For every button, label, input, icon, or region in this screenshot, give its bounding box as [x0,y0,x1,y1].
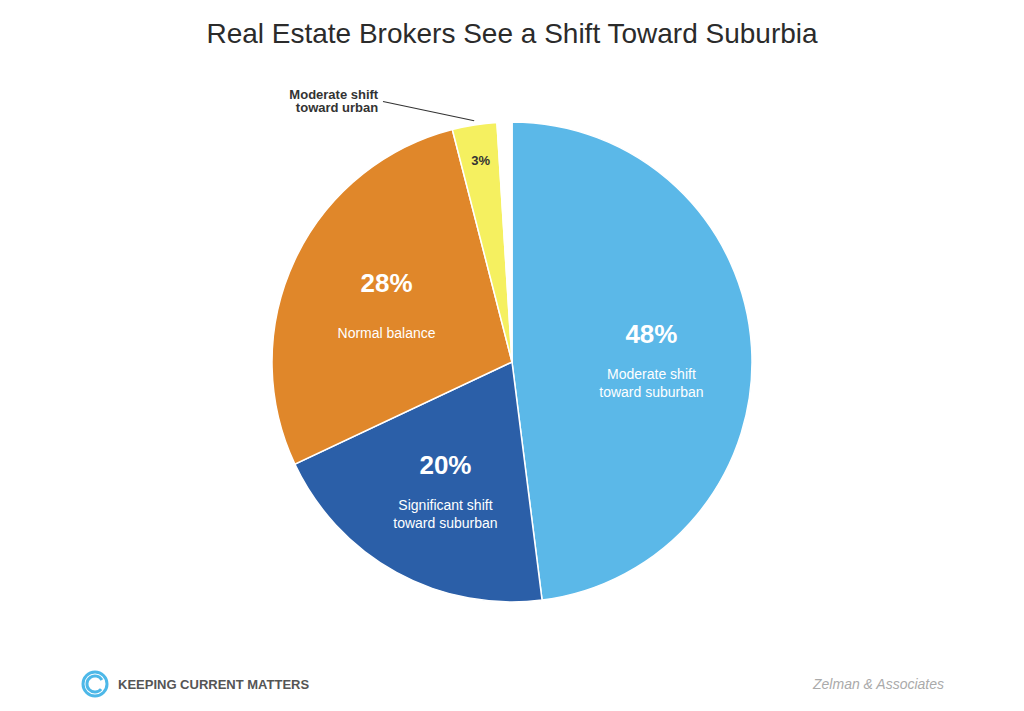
svg-text:Moderate shifttoward suburban: Moderate shifttoward suburban [599,366,703,400]
svg-text:Normal balance: Normal balance [338,325,436,341]
html-text:Zelman & Associates: Zelman & Associates [813,676,944,692]
svg-text:Significant shifttoward suburb: Significant shifttoward suburban [393,497,497,531]
svg-text:48%: 48% [625,319,677,349]
svg-text:3%: 3% [471,153,490,168]
svg-text:28%: 28% [361,268,413,298]
html-text:KEEPING CURRENT MATTERS: KEEPING CURRENT MATTERS [118,676,310,692]
html-text:Real Estate Brokers See a Shif: Real Estate Brokers See a Shift Toward S… [206,18,818,49]
svg-text:Moderate shifttoward urban: Moderate shifttoward urban [289,87,379,115]
svg-text:20%: 20% [419,450,471,480]
